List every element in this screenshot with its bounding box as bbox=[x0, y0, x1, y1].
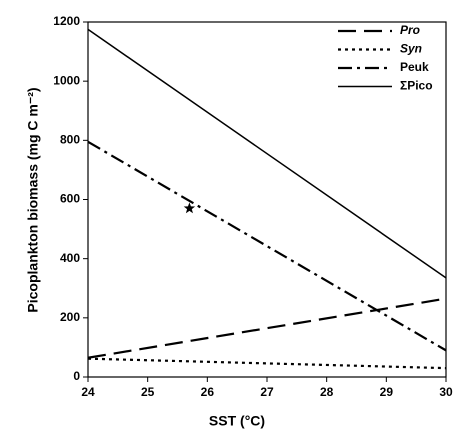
y-tick-label: 200 bbox=[60, 310, 80, 324]
x-tick-label: 24 bbox=[81, 385, 95, 399]
y-axis-title: Picoplankton biomass (mg C m⁻²) bbox=[25, 87, 41, 312]
star-marker bbox=[183, 202, 196, 214]
legend-label: Syn bbox=[400, 42, 422, 56]
series-line bbox=[87, 297, 447, 359]
series-line bbox=[87, 357, 447, 370]
legend-label: Peuk bbox=[400, 60, 429, 74]
series-line bbox=[87, 140, 447, 352]
series-line bbox=[87, 28, 447, 279]
x-tick-label: 25 bbox=[141, 385, 155, 399]
x-tick-label: 29 bbox=[380, 385, 394, 399]
x-axis-title: SST (°C) bbox=[209, 413, 265, 429]
y-tick-label: 1200 bbox=[53, 14, 80, 28]
y-tick-label: 400 bbox=[60, 251, 80, 265]
plot-frame bbox=[87, 21, 447, 378]
legend-label: Pro bbox=[400, 23, 420, 37]
y-tick-label: 800 bbox=[60, 133, 80, 147]
x-tick-label: 26 bbox=[201, 385, 215, 399]
y-tick-label: 600 bbox=[60, 192, 80, 206]
x-tick-label: 28 bbox=[320, 385, 334, 399]
x-tick-label: 27 bbox=[260, 385, 274, 399]
legend-label: ΣPico bbox=[400, 79, 433, 93]
y-tick-label: 1000 bbox=[53, 73, 80, 87]
y-tick-label: 0 bbox=[73, 369, 80, 383]
x-tick-label: 30 bbox=[439, 385, 453, 399]
